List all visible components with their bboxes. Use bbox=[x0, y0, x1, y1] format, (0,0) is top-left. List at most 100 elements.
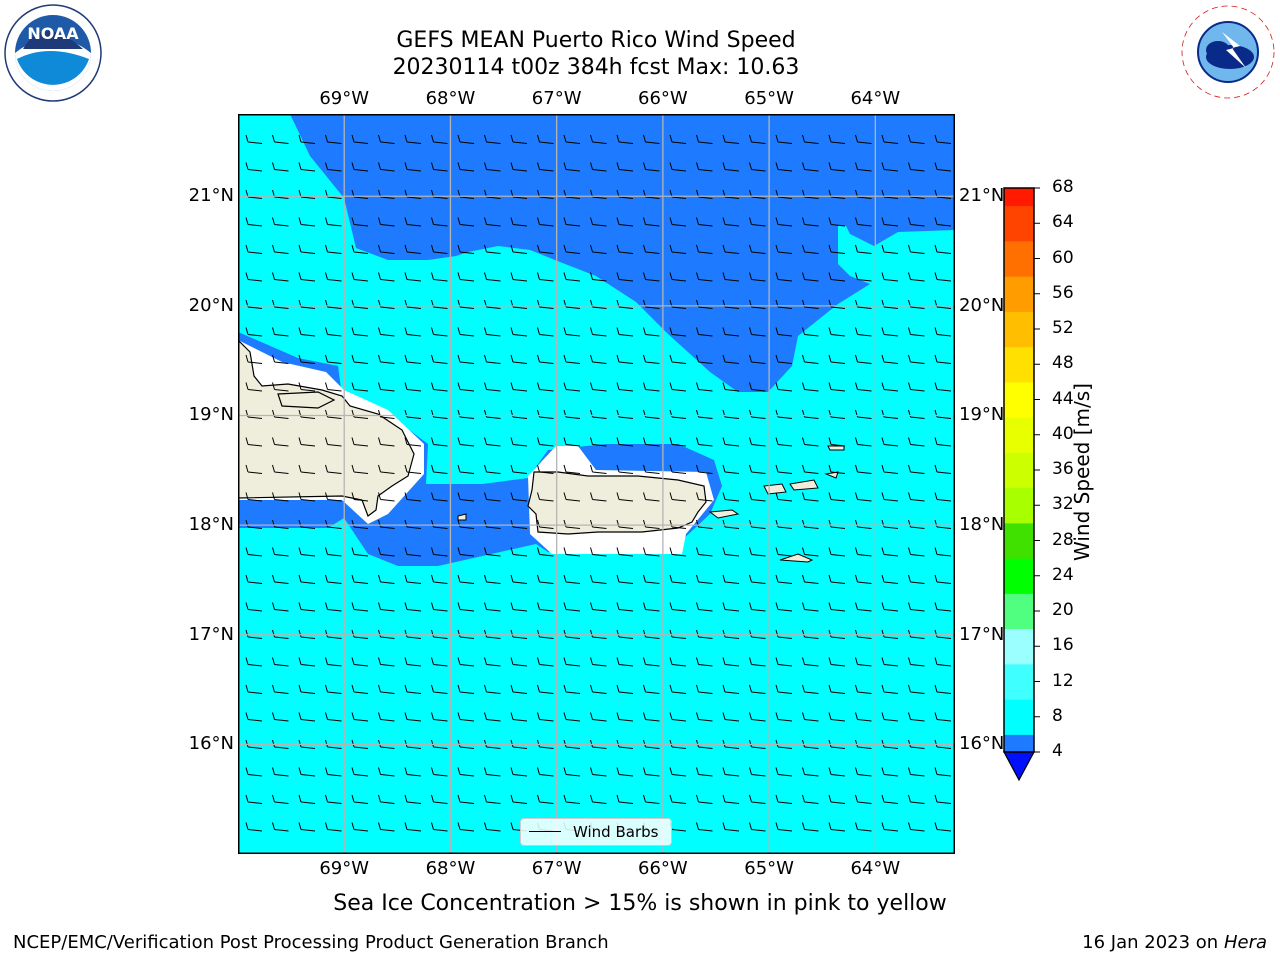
colorbar-segment bbox=[1004, 329, 1034, 348]
wind-barb bbox=[802, 547, 819, 557]
wind-barb bbox=[563, 547, 581, 557]
wind-barb bbox=[881, 712, 899, 722]
wind-barb bbox=[775, 547, 793, 557]
wind-barb bbox=[298, 822, 316, 832]
wind-barb bbox=[378, 629, 395, 639]
wind-barb bbox=[908, 244, 925, 254]
wind-barb bbox=[908, 574, 925, 584]
wind-barb bbox=[378, 822, 395, 832]
wind-barb bbox=[431, 684, 448, 694]
wind-barb bbox=[881, 519, 899, 529]
wind-barb bbox=[431, 574, 448, 584]
wind-barb bbox=[749, 134, 766, 144]
wind-barb bbox=[510, 684, 528, 694]
wind-barb bbox=[802, 602, 819, 612]
wind-barb bbox=[325, 684, 342, 694]
wind-barb bbox=[272, 464, 289, 474]
wind-barb bbox=[431, 602, 448, 612]
wind-barb bbox=[669, 574, 687, 584]
wind-barb bbox=[351, 244, 369, 254]
wind-barb bbox=[722, 794, 740, 804]
wind-barb bbox=[325, 712, 342, 722]
wind-barb bbox=[855, 382, 872, 392]
wind-barb bbox=[881, 574, 899, 584]
wind-barb bbox=[881, 547, 899, 557]
wind-barb bbox=[298, 657, 316, 667]
colorbar-segment bbox=[1004, 240, 1034, 259]
sea-ice-note: Sea Ice Concentration > 15% is shown in … bbox=[333, 891, 947, 916]
wind-barb bbox=[431, 794, 448, 804]
wind-barb bbox=[934, 657, 952, 667]
wind-barb bbox=[749, 244, 766, 254]
wind-barb bbox=[457, 657, 475, 667]
wind-barb bbox=[245, 134, 263, 144]
wind-barb bbox=[272, 272, 289, 282]
wind-barb bbox=[431, 354, 448, 364]
wind-barb bbox=[510, 244, 528, 254]
colorbar-tick: 16 bbox=[1052, 635, 1074, 656]
wind-barb bbox=[431, 134, 448, 144]
footer-branch: NCEP/EMC/Verification Post Processing Pr… bbox=[13, 932, 609, 953]
wind-barb bbox=[510, 629, 528, 639]
wind-barb bbox=[537, 162, 554, 172]
wind-barb bbox=[404, 794, 422, 804]
wind-barb bbox=[484, 629, 501, 639]
wind-barb bbox=[245, 657, 263, 667]
wind-barb bbox=[590, 437, 607, 447]
wind-barb bbox=[351, 684, 369, 694]
wind-barb bbox=[802, 684, 819, 694]
wind-barb bbox=[457, 767, 475, 777]
gridlines bbox=[238, 114, 955, 854]
wind-barb bbox=[378, 712, 395, 722]
land-vieques bbox=[708, 509, 740, 519]
colorbar-segment bbox=[1004, 628, 1034, 647]
wind-barb bbox=[404, 354, 422, 364]
noaa-logo: NOAA bbox=[4, 4, 102, 102]
wind-region-north bbox=[290, 114, 955, 392]
legend-line-icon bbox=[529, 831, 561, 832]
wind-barb bbox=[351, 629, 369, 639]
colorbar-tick: 60 bbox=[1052, 247, 1074, 268]
wind-barb bbox=[828, 684, 846, 694]
wind-barb bbox=[749, 657, 766, 667]
lon-tick-top: 65°W bbox=[744, 88, 794, 109]
wind-barb bbox=[722, 629, 740, 639]
wind-barb bbox=[563, 437, 581, 447]
wind-barb bbox=[722, 217, 740, 227]
wind-barb bbox=[510, 162, 528, 172]
wind-barb bbox=[484, 162, 501, 172]
wind-barb bbox=[537, 629, 554, 639]
wind-barb bbox=[669, 272, 687, 282]
wind-barb bbox=[245, 327, 263, 337]
wind-barb bbox=[643, 629, 660, 639]
wind-barb bbox=[669, 162, 687, 172]
map-subtitle: 20230114 t00z 384h fcst Max: 10.63 bbox=[392, 55, 800, 80]
wind-barb bbox=[272, 794, 289, 804]
wind-barb bbox=[828, 492, 846, 502]
wind-barb bbox=[325, 464, 342, 474]
wind-barb bbox=[934, 519, 952, 529]
wind-speed-map[interactable] bbox=[238, 114, 955, 854]
wind-barb bbox=[934, 547, 952, 557]
wind-barb bbox=[881, 437, 899, 447]
wind-barb bbox=[881, 354, 899, 364]
wind-barb bbox=[696, 437, 713, 447]
wind-barb bbox=[616, 794, 634, 804]
land-virgin-islands-1 bbox=[763, 483, 787, 495]
wind-barb bbox=[775, 437, 793, 447]
lat-tick-right: 19°N bbox=[959, 404, 1005, 426]
wind-barb bbox=[484, 437, 501, 447]
wind-barb bbox=[908, 464, 925, 474]
wind-barb bbox=[378, 794, 395, 804]
wind-barb bbox=[351, 134, 369, 144]
wind-barb bbox=[404, 602, 422, 612]
wind-barb bbox=[881, 739, 899, 749]
wind-barb bbox=[431, 712, 448, 722]
wind-barb bbox=[298, 684, 316, 694]
wind-barb bbox=[351, 464, 369, 474]
wind-barb bbox=[404, 162, 422, 172]
colorbar-segment bbox=[1004, 346, 1034, 365]
wind-barb bbox=[749, 794, 766, 804]
wind-barb bbox=[484, 684, 501, 694]
wind-barb bbox=[431, 519, 448, 529]
